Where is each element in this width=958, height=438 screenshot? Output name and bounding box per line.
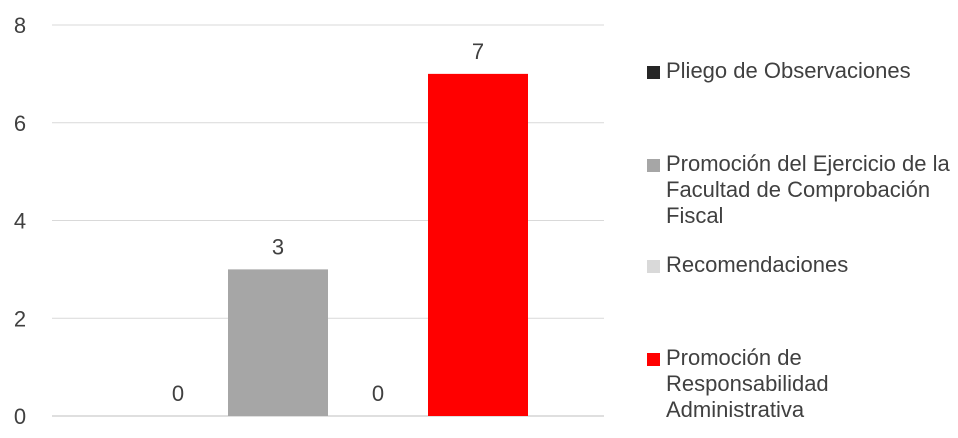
legend-swatch xyxy=(647,159,660,172)
legend-swatch xyxy=(647,260,660,273)
bar xyxy=(228,269,328,416)
legend-label: Pliego de Observaciones xyxy=(666,58,911,83)
y-tick-label: 4 xyxy=(14,209,26,234)
y-tick-label: 0 xyxy=(14,404,26,429)
legend-label: Recomendaciones xyxy=(666,252,849,277)
legend-item-recomendaciones: Recomendaciones xyxy=(647,252,956,278)
data-label: 3 xyxy=(272,234,284,259)
legend-label: Promoción de Responsabilidad Administrat… xyxy=(666,345,829,422)
y-tick-label: 8 xyxy=(14,13,26,38)
y-tick-label: 2 xyxy=(14,306,26,331)
legend-swatch xyxy=(647,66,660,79)
data-label: 0 xyxy=(172,381,184,406)
legend-item-promocion-responsabilidad: Promoción de Responsabilidad Administrat… xyxy=(647,345,956,423)
y-tick-label: 6 xyxy=(14,111,26,136)
legend-swatch xyxy=(647,353,660,366)
bar-chart: 0 2 4 6 8 0 3 0 7 xyxy=(14,13,604,429)
data-label: 7 xyxy=(472,39,484,64)
legend-item-pliego: Pliego de Observaciones xyxy=(647,58,956,84)
data-label: 0 xyxy=(372,381,384,406)
bar xyxy=(428,73,528,416)
legend-label: Promoción del Ejercicio de la Facultad d… xyxy=(666,151,950,228)
legend-item-promocion-ejercicio: Promoción del Ejercicio de la Facultad d… xyxy=(647,151,956,229)
legend: Pliego de Observaciones Promoción del Ej… xyxy=(647,0,958,438)
